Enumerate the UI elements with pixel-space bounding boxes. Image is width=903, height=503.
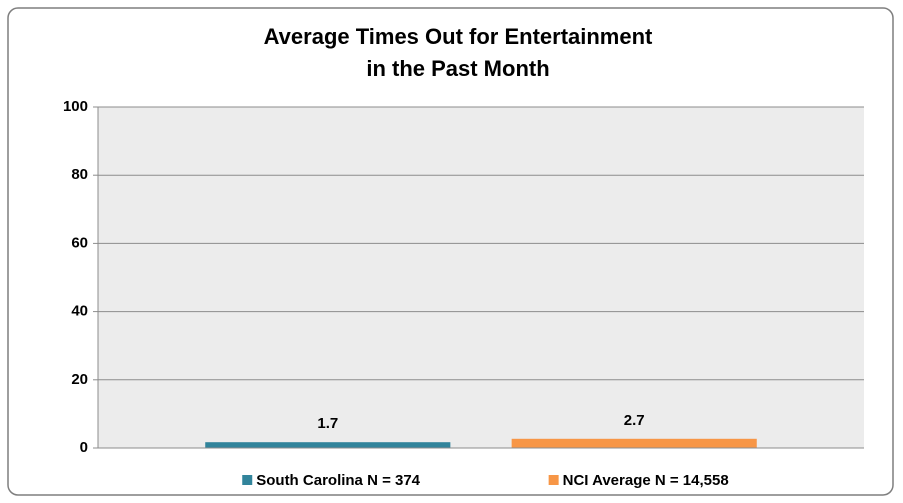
legend-swatch — [548, 475, 559, 485]
y-tick-label: 100 — [63, 98, 88, 115]
chart-title: Average Times Out for Entertainment — [264, 24, 653, 49]
bar — [511, 438, 757, 448]
y-tick-label: 80 — [71, 166, 88, 183]
y-tick-label: 60 — [71, 234, 88, 251]
bar — [205, 442, 451, 448]
data-label: 2.7 — [624, 412, 645, 429]
legend-swatch — [242, 475, 253, 485]
data-label: 1.7 — [317, 415, 338, 432]
legend-label: South Carolina N = 374 — [256, 472, 420, 489]
legend-label: NCI Average N = 14,558 — [563, 472, 729, 489]
y-tick-label: 20 — [71, 371, 88, 388]
plot-area — [98, 107, 864, 448]
y-tick-label: 0 — [80, 439, 88, 456]
chart-title: in the Past Month — [366, 56, 549, 81]
y-tick-label: 40 — [71, 303, 88, 320]
